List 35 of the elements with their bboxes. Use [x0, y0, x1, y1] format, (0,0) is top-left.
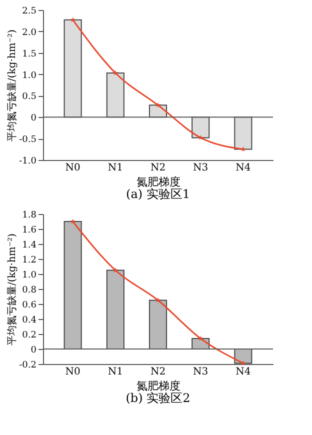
x-tick-label: N4 — [236, 162, 251, 174]
x-tick-label: N0 — [65, 366, 80, 378]
x-axis-title: 氮肥梯度 — [136, 380, 180, 392]
y-tick-label: -0.2 — [19, 360, 36, 370]
y-tick-label: -1.0 — [19, 156, 37, 166]
y-tick-label: 2.5 — [22, 6, 37, 16]
y-tick-label: 0.8 — [22, 286, 37, 296]
y-tick-label: -0.5 — [19, 135, 37, 146]
y-tick-label: 0.4 — [22, 316, 37, 326]
x-axis-title: 氮肥梯度 — [136, 176, 180, 188]
y-tick-label: 1.5 — [22, 49, 37, 60]
x-tick-label: N2 — [150, 366, 166, 378]
x-tick-label: N4 — [236, 366, 251, 378]
y-axis-title: 平均氮亏缺量/(kg·hm⁻²) — [6, 29, 18, 142]
x-tick-label: N0 — [65, 162, 80, 174]
y-tick-label: 0.2 — [22, 330, 36, 340]
y-tick-label: 1.0 — [22, 270, 37, 280]
text: (a) 实验区1 — [126, 187, 190, 201]
y-tick-label: 1.8 — [22, 210, 37, 220]
x-tick-label: N2 — [150, 162, 166, 174]
x-tick-label: N1 — [108, 366, 123, 378]
y-tick-label: 0 — [30, 114, 37, 124]
y-tick-label: 1.6 — [22, 226, 37, 236]
y-tick-label: 1.0 — [22, 70, 37, 81]
y-tick-label: 2.0 — [22, 28, 37, 38]
x-tick-label: N3 — [193, 162, 208, 174]
text: (b) 实验区2 — [126, 391, 190, 405]
y-tick-label: 0.5 — [22, 92, 37, 102]
y-tick-label: 1.4 — [22, 240, 37, 250]
y-tick-label: 0 — [30, 346, 37, 356]
y-tick-label: 0.6 — [22, 300, 37, 310]
x-tick-label: N3 — [193, 366, 208, 378]
x-tick-label: N1 — [108, 162, 123, 174]
y-axis-title: 平均氮亏缺量/(kg·hm⁻²) — [6, 233, 18, 346]
y-tick-label: 1.2 — [22, 256, 36, 266]
